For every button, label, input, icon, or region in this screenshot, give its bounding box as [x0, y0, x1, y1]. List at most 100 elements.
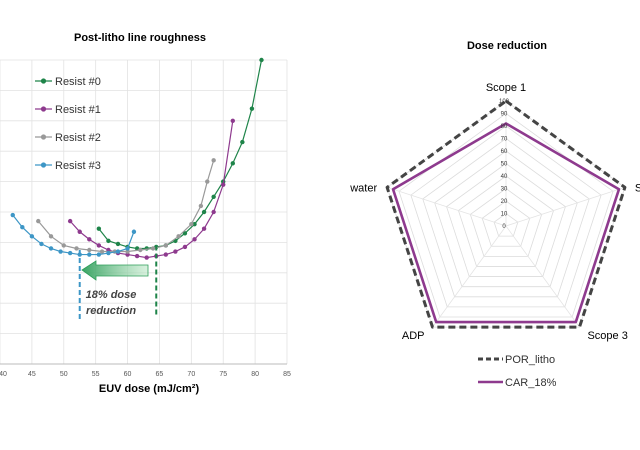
radar-axis-label: Scope 3 [587, 330, 627, 342]
radar-legend-label: CAR_18% [505, 377, 557, 389]
data-point [125, 252, 130, 257]
series-line [37, 160, 215, 253]
radar-spoke [432, 225, 507, 328]
radar-series-car-18- [391, 122, 621, 324]
line-chart-legend: Resist #0 Resist #1 Resist #2 Resist #3 [35, 76, 101, 172]
radar-spoke [505, 186, 626, 227]
data-point [131, 229, 137, 234]
legend-label: Resist #0 [55, 76, 101, 88]
radar-series [385, 99, 627, 329]
data-point [96, 243, 102, 248]
data-point [144, 255, 149, 260]
data-point [230, 161, 235, 166]
radar-tick-label: 20 [501, 199, 508, 205]
data-point [87, 247, 92, 253]
data-point [20, 225, 25, 230]
x-tick-label: 50 [60, 371, 68, 378]
radar-axis-label: Scope 1 [486, 82, 526, 94]
legend-label: Resist #1 [55, 104, 101, 116]
x-tick-label: 75 [219, 371, 227, 378]
data-point [192, 221, 197, 227]
data-point [106, 250, 111, 256]
annotation-line-2: reduction [86, 305, 136, 317]
radar-tick-label: 100 [499, 99, 510, 105]
line-chart-grid [0, 59, 288, 365]
data-point [125, 249, 130, 254]
data-point [67, 250, 73, 256]
data-point [48, 234, 54, 239]
series-resist-3 [10, 212, 137, 257]
radar-tick-label: 50 [501, 162, 508, 168]
radar-legend-label: POR_litho [505, 354, 555, 366]
data-point [106, 238, 111, 244]
line-chart-title: Post-litho line roughness [74, 32, 206, 44]
data-point [176, 234, 181, 239]
data-point [201, 209, 207, 215]
series-line [98, 59, 263, 250]
data-point [198, 203, 204, 209]
radar-tick-label: 90 [501, 112, 508, 118]
dose-reduction-annotation: 18% dose reduction [78, 245, 158, 322]
x-tick-label: 65 [156, 371, 164, 378]
data-point [58, 249, 63, 254]
radar-spoke [505, 225, 580, 328]
radar-spoke [386, 186, 507, 227]
data-point [125, 246, 130, 251]
radar-ring [446, 163, 566, 277]
data-point [134, 253, 140, 259]
data-point [48, 246, 54, 251]
series-resist-2 [36, 158, 216, 254]
data-point [182, 244, 188, 250]
data-point [87, 237, 92, 242]
data-point [259, 57, 264, 63]
data-point [87, 252, 92, 257]
data-point [201, 226, 207, 231]
data-point [115, 241, 121, 247]
data-point [211, 158, 216, 163]
radar-ring [493, 213, 519, 237]
radar-ring [422, 138, 590, 298]
legend-swatch-marker [40, 134, 47, 140]
data-point [96, 226, 102, 231]
data-point [74, 246, 79, 251]
x-tick-label: 70 [187, 371, 195, 378]
data-point [182, 231, 188, 236]
radar-ring [410, 125, 602, 308]
data-point [221, 182, 226, 187]
x-tick-label: 60 [124, 371, 132, 378]
radar-legend: POR_litho CAR_18% [478, 354, 557, 389]
legend-swatch-marker [40, 162, 47, 168]
data-point [29, 234, 35, 239]
legend-swatch-marker [40, 106, 47, 112]
data-point [77, 229, 82, 234]
legend-label: Resist #2 [55, 132, 101, 144]
data-point [211, 209, 216, 215]
radar-ring [457, 175, 555, 267]
radar-axis-label: ADP [402, 330, 425, 342]
radar-chart: Dose reduction 0 10 20 30 40 50 60 70 80 90 100 Sc… [349, 40, 640, 389]
data-point [96, 252, 102, 257]
data-point [67, 218, 73, 224]
radar-ring [398, 113, 614, 318]
dose-reduction-arrow [81, 260, 149, 281]
legend-label: Resist #3 [55, 160, 101, 172]
data-point [10, 212, 15, 218]
data-point [192, 237, 197, 242]
data-point [138, 247, 143, 253]
x-axis-label: EUV dose (mJ/cm²) [99, 383, 200, 395]
radar-series-por-litho [385, 99, 627, 329]
data-point [36, 218, 41, 224]
radar-axis-label: S [635, 182, 640, 194]
radar-ring [434, 150, 578, 288]
radar-grid [386, 100, 626, 328]
data-point [249, 106, 255, 111]
data-point [189, 221, 194, 227]
line-chart-x-ticks: 40 45 50 55 60 65 70 75 80 85 [0, 371, 291, 378]
data-point [240, 139, 245, 145]
data-point [163, 243, 169, 248]
data-point [61, 243, 66, 248]
data-point [39, 241, 44, 247]
radar-tick-label: 0 [502, 224, 506, 230]
legend-swatch-marker [40, 78, 47, 84]
radar-ring [469, 188, 543, 257]
